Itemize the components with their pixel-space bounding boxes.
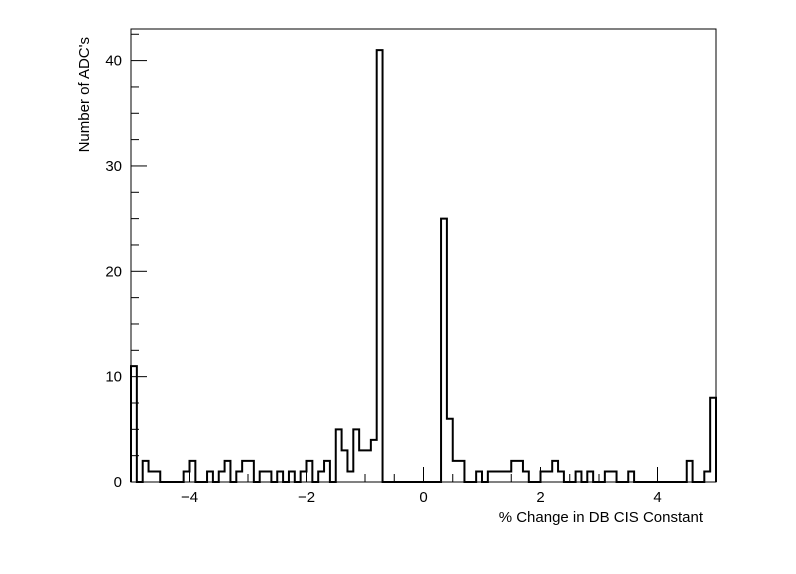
x-tick-label: −4 xyxy=(181,489,198,506)
x-tick-label: 0 xyxy=(419,489,427,506)
y-tick-label: 40 xyxy=(105,53,122,70)
y-axis: 0 10 20 30 40 xyxy=(105,33,147,491)
x-tick-label: 2 xyxy=(536,489,544,506)
x-axis-title: % Change in DB CIS Constant xyxy=(499,509,704,526)
y-tick-label: 0 xyxy=(114,474,122,491)
x-tick-label: 4 xyxy=(653,489,661,506)
y-axis-title: Number of ADC's xyxy=(76,37,93,152)
histogram-bars xyxy=(130,49,717,483)
y-tick-label: 20 xyxy=(105,263,122,280)
x-tick-label: −2 xyxy=(298,489,315,506)
y-tick-label: 30 xyxy=(105,158,122,175)
plot-frame xyxy=(130,28,717,483)
y-tick-label: 10 xyxy=(105,369,122,386)
histogram-outline xyxy=(130,49,717,483)
